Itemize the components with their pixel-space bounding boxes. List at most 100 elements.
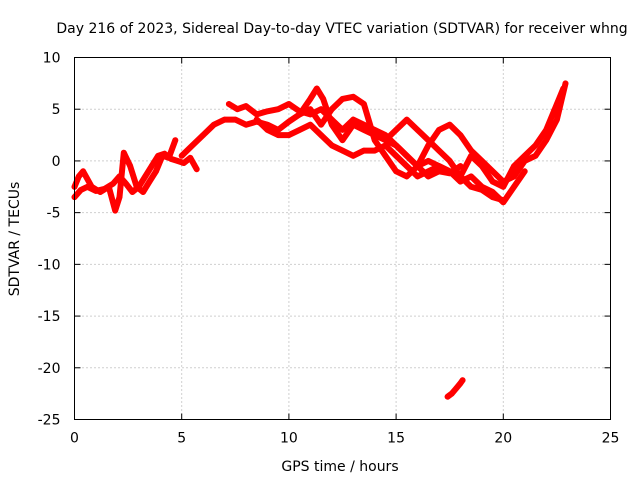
data-point (425, 137, 432, 143)
grid (74, 57, 611, 420)
data-point (318, 132, 324, 138)
data-point (329, 106, 335, 112)
data-point (148, 163, 155, 169)
data-point (382, 153, 389, 159)
data-point (146, 178, 153, 185)
data-point (296, 127, 303, 133)
data-point (554, 101, 560, 107)
data-point (178, 153, 185, 159)
data-point (193, 166, 200, 172)
data-point (88, 184, 95, 190)
data-point (174, 158, 181, 164)
data-point (562, 80, 569, 87)
data-point (318, 121, 324, 128)
data-point (479, 184, 485, 190)
data-point (339, 147, 346, 154)
x-tick-label: 5 (177, 431, 186, 447)
data-point (500, 184, 507, 190)
data-point (286, 132, 292, 138)
data-point (166, 155, 172, 161)
y-tick-label: 10 (43, 51, 61, 67)
data-point (393, 153, 399, 159)
data-point (479, 163, 485, 169)
data-point (329, 116, 335, 123)
data-point (543, 137, 549, 143)
data-point (243, 103, 249, 109)
data-point (142, 173, 149, 180)
y-tick-label: -10 (38, 257, 61, 273)
data-point (393, 168, 399, 175)
data-point (468, 147, 474, 154)
data-point (511, 163, 517, 169)
data-point (425, 168, 432, 175)
data-point (382, 137, 389, 143)
data-point (140, 189, 146, 195)
data-point (560, 85, 567, 92)
data-point (318, 106, 324, 112)
data-point (543, 127, 549, 133)
data-point (361, 147, 367, 154)
data-point (189, 142, 196, 149)
data-point (307, 121, 314, 128)
data-point (446, 168, 453, 175)
data-point (446, 158, 453, 164)
data-point (489, 178, 496, 185)
data-point (500, 199, 507, 206)
data-point (521, 168, 528, 175)
data-point (532, 142, 539, 149)
data-point (286, 118, 292, 125)
data-point (159, 153, 166, 159)
data-point (453, 385, 459, 392)
data-point (361, 101, 367, 107)
y-tick-label: -20 (38, 361, 61, 377)
data-point (211, 121, 217, 128)
data-point (200, 132, 206, 138)
data-point (253, 111, 260, 118)
data-point (489, 189, 496, 195)
data-point (329, 142, 335, 149)
data-point (382, 142, 389, 149)
data-point (350, 116, 357, 123)
data-point (393, 127, 399, 133)
y-tick-label: -5 (47, 206, 61, 222)
data-point (468, 153, 474, 159)
data-point (106, 184, 112, 190)
x-axis-label: GPS time / hours (281, 459, 398, 475)
data-point (221, 116, 228, 123)
data-point (314, 85, 320, 92)
data-point (234, 106, 241, 112)
data-point (489, 168, 496, 175)
data-point (414, 127, 421, 133)
data-point (457, 132, 464, 138)
data-point (404, 173, 410, 180)
data-point (449, 390, 455, 397)
data-point (275, 106, 282, 112)
data-point (404, 116, 410, 123)
data-point (404, 153, 410, 159)
data-point (232, 116, 239, 123)
data-point (371, 137, 378, 143)
data-point (414, 163, 421, 169)
x-tick-label: 15 (387, 431, 405, 447)
data-point (127, 163, 133, 169)
data-point (436, 147, 442, 154)
data-point (404, 163, 410, 169)
data-point (264, 108, 271, 115)
data-point (554, 116, 560, 123)
data-point (172, 137, 179, 143)
chart-title: Day 216 of 2023, Sidereal Day-to-day VTE… (56, 21, 627, 37)
data-point (521, 153, 528, 159)
data-point (414, 173, 421, 180)
data-point (468, 173, 474, 180)
plot-frame (74, 57, 611, 420)
data-point (457, 173, 464, 180)
y-tick-label: 0 (52, 154, 61, 170)
data-point (532, 153, 539, 159)
data-point (371, 147, 378, 154)
data-point (133, 184, 140, 190)
x-tick-label: 0 (70, 431, 79, 447)
data-point (264, 127, 271, 133)
data-point (181, 160, 187, 166)
data-point (116, 194, 123, 200)
